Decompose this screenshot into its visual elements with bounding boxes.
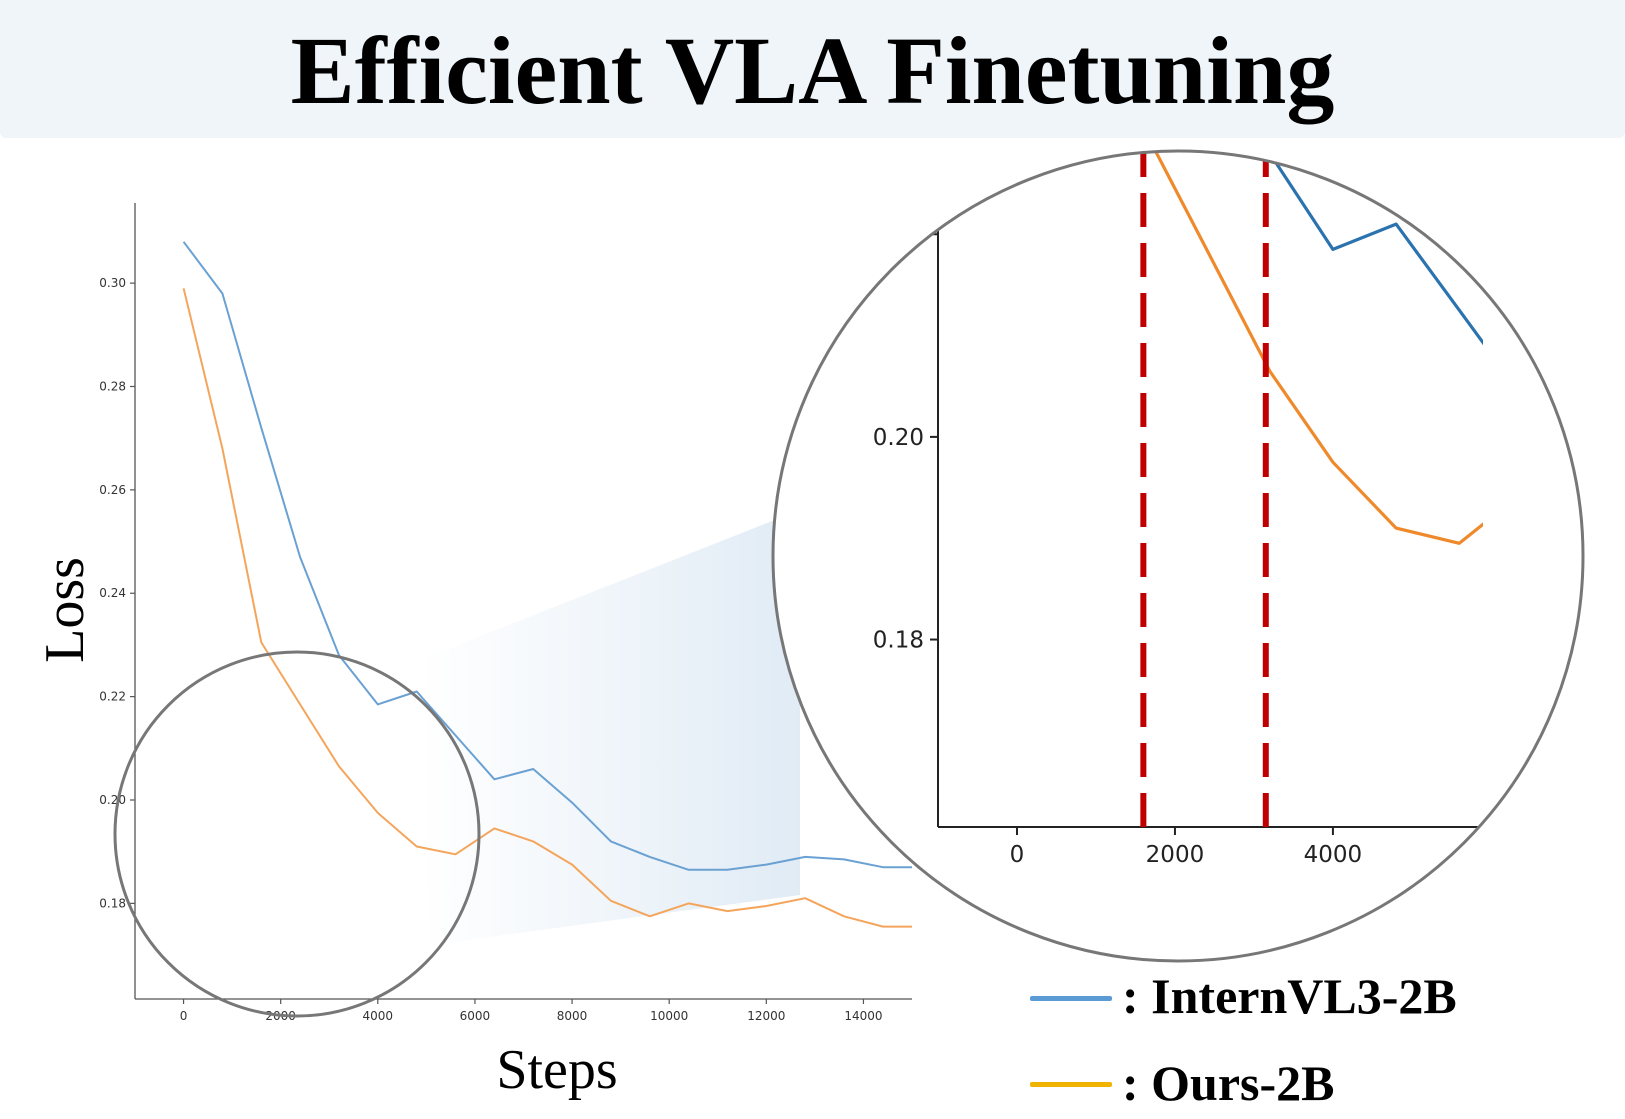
legend-label-internvl: : InternVL3-2B [1122, 968, 1457, 1024]
zoom-connector-cone [420, 510, 800, 945]
zoom-region-circle [113, 650, 481, 1018]
x-tick-label-14000: 14000 [844, 1009, 882, 1023]
zoom-y-tick-label-0.20: 0.20 [873, 425, 924, 451]
x-tick-label-12000: 12000 [747, 1009, 785, 1023]
title-banner: Efficient VLA Finetuning [0, 0, 1625, 138]
y-tick-label-0.28: 0.28 [99, 379, 126, 393]
x-tick-label-8000: 8000 [557, 1009, 588, 1023]
y-tick-label-0.18: 0.18 [99, 896, 126, 910]
page-title: Efficient VLA Finetuning [290, 17, 1335, 124]
x-tick-label-0: 0 [180, 1009, 188, 1023]
y-tick-label-0.30: 0.30 [99, 276, 126, 290]
x-axis-label: Steps [496, 1039, 617, 1101]
zoom-inset: 0.18 0.20 0.22 0 2000 4000 [771, 149, 1585, 963]
zoom-x-tick-label-4000: 4000 [1304, 842, 1363, 868]
y-axis-label: Loss [34, 557, 96, 663]
y-tick-label-0.26: 0.26 [99, 483, 126, 497]
legend-line-internvl [1030, 996, 1112, 1001]
x-tick-label-10000: 10000 [650, 1009, 688, 1023]
y-tick-label-0.24: 0.24 [99, 586, 126, 600]
series-line-internvl3-2b [182, 241, 912, 871]
legend-label-ours: : Ours-2B [1122, 1055, 1335, 1111]
zoom-inset-border [771, 149, 1585, 963]
zoom-x-tick-label-0: 0 [1010, 842, 1025, 868]
series-line-ours-2b [182, 288, 912, 928]
legend-line-ours [1030, 1082, 1112, 1087]
zoom-y-tick-label-0.22: 0.22 [873, 222, 924, 248]
y-tick-label-0.22: 0.22 [99, 690, 126, 704]
x-tick-label-6000: 6000 [460, 1009, 491, 1023]
y-tick-label-0.20: 0.20 [99, 793, 126, 807]
x-tick-label-4000: 4000 [363, 1009, 394, 1023]
zoom-series-line-ours-2b [1015, 151, 1483, 687]
zoom-inset-background [773, 151, 1583, 961]
zoom-x-tick-label-2000: 2000 [1146, 842, 1205, 868]
zoom-y-tick-label-0.18: 0.18 [873, 628, 924, 654]
